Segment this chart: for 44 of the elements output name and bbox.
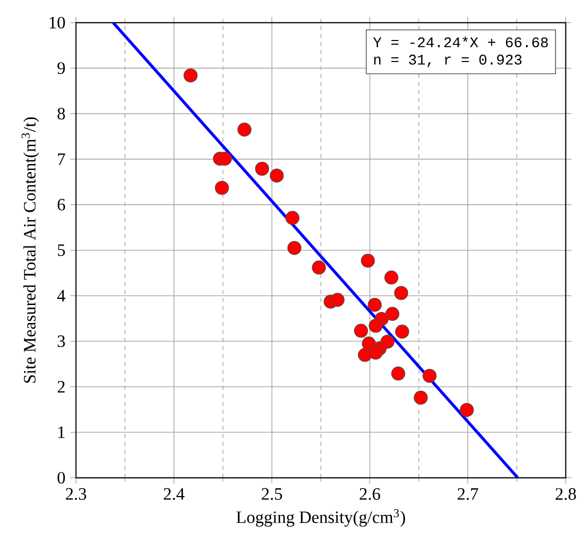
point <box>385 307 400 322</box>
point <box>368 298 382 312</box>
y-tick-label: 7 <box>58 154 66 165</box>
y-axis-title: Site Measured Total Air Content(m$^{3}$/t) <box>22 117 40 383</box>
y-tick-label: 0 <box>58 472 65 484</box>
point <box>368 318 383 333</box>
x-tick-label: 2.5 <box>262 488 282 500</box>
point <box>394 286 408 300</box>
annotation: n = 31, r = 0.923 <box>374 54 522 68</box>
point <box>391 366 406 381</box>
point <box>214 180 229 195</box>
point <box>395 324 410 339</box>
x-tick-label: 2.4 <box>164 488 184 500</box>
point <box>287 241 302 256</box>
point <box>270 168 284 183</box>
x-tick-label: 2.6 <box>360 488 380 500</box>
x-tick-label: 2.8 <box>556 488 576 500</box>
point <box>460 403 474 418</box>
x-axis-title: Logging Density(g/cm$^{3}$) <box>236 509 406 527</box>
y-tick-label: 4 <box>57 290 66 302</box>
point <box>312 260 326 275</box>
y-tick-label: 3 <box>58 336 65 348</box>
point <box>285 211 300 226</box>
annotation: Y = -24.24*X + 66.68 <box>373 36 548 48</box>
point <box>255 162 270 176</box>
point <box>330 292 344 307</box>
point <box>414 390 428 405</box>
point <box>360 254 375 268</box>
y-tick-label: 1 <box>58 426 65 438</box>
point <box>184 68 198 83</box>
point <box>358 348 372 362</box>
point <box>422 368 437 383</box>
y-tick-label: 8 <box>58 108 65 120</box>
point <box>354 324 368 338</box>
y-tick-label: 5 <box>58 244 65 256</box>
x-tick-label: 2.3 <box>66 488 86 500</box>
point <box>218 152 232 166</box>
point <box>237 122 252 137</box>
y-tick-label: 10 <box>50 16 65 29</box>
point <box>384 270 398 285</box>
y-tick-label: 2 <box>58 381 65 393</box>
y-tick-label: 9 <box>57 62 65 74</box>
x-tick-label: 2.7 <box>458 488 478 500</box>
y-tick-label: 6 <box>58 199 66 211</box>
